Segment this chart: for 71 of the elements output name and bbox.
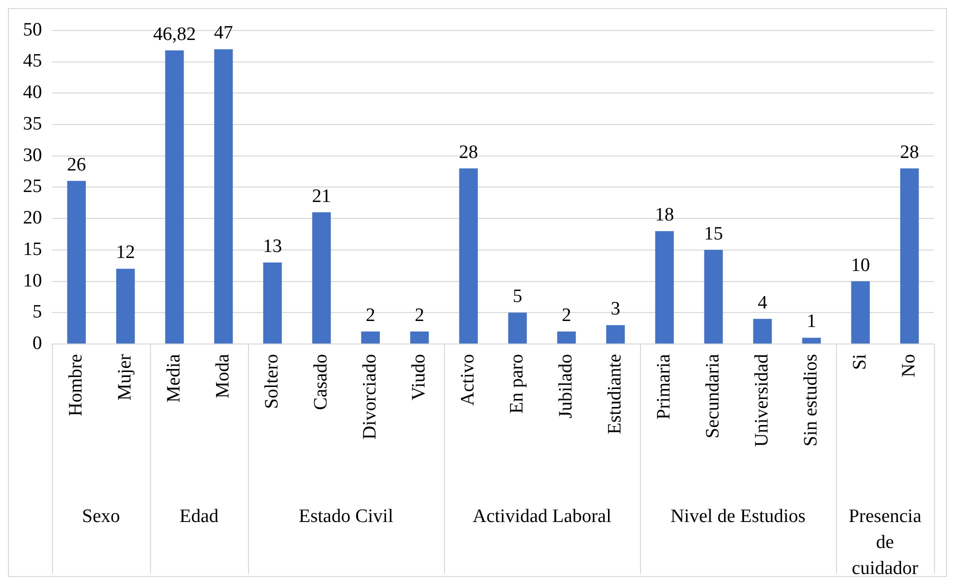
y-tick-label: 35: [23, 113, 42, 134]
text: Edad: [179, 506, 220, 527]
bar: [508, 312, 527, 344]
bar: [802, 338, 821, 344]
bar: [361, 331, 380, 344]
bar: [214, 49, 233, 344]
x-tick-label: Secundaria: [702, 353, 724, 438]
bar: [704, 250, 723, 344]
data-label: 2: [414, 304, 424, 326]
y-tick-label: 30: [23, 144, 42, 166]
y-tick-label: 20: [23, 208, 42, 229]
y-tick-label: 40: [23, 82, 42, 104]
bar: [263, 262, 282, 344]
bar: [900, 168, 919, 344]
text: Presencia de cuidador: [848, 506, 922, 579]
bar: [851, 281, 870, 344]
x-tick-label: En paro: [506, 354, 528, 414]
x-tick-label: Primaria: [653, 353, 674, 420]
y-tick-label: 25: [23, 176, 42, 198]
text: Actividad Laboral: [472, 506, 612, 527]
data-label: 4: [758, 292, 768, 314]
x-tick-label: Activo: [457, 354, 478, 406]
x-tick-label: Hombre: [65, 354, 86, 416]
x-tick-label: Jubilado: [555, 354, 576, 418]
x-tick-label: Moda: [212, 353, 234, 398]
data-label: 5: [512, 286, 522, 308]
x-tick-label: Divorciado: [359, 354, 380, 440]
y-tick-label: 50: [23, 19, 42, 40]
y-tick-label: 5: [32, 302, 42, 323]
x-tick-label: Estudiante: [604, 354, 626, 434]
data-label: 28: [900, 142, 919, 163]
bar: [459, 168, 478, 344]
data-label: 3: [610, 298, 620, 320]
data-label: 12: [116, 242, 135, 264]
y-tick-label: 10: [23, 270, 42, 292]
data-label: 10: [851, 254, 870, 276]
data-label: 2: [366, 304, 376, 326]
bar: [312, 212, 331, 344]
data-label: 2: [562, 304, 572, 326]
x-tick-label: Soltero: [261, 354, 282, 409]
data-label: 28: [459, 142, 478, 163]
bar: [67, 180, 86, 344]
bar: [753, 318, 772, 344]
bar: [116, 268, 135, 344]
data-label: 1: [806, 311, 816, 332]
bar: [606, 325, 625, 344]
data-label: 26: [67, 154, 86, 176]
x-tick-label: Sin estudios: [800, 354, 822, 446]
data-label: 21: [312, 186, 331, 207]
x-tick-label: Casado: [310, 354, 332, 410]
text: Nivel de Estudios: [670, 506, 806, 527]
data-label: 18: [655, 204, 674, 226]
x-tick-label: Mujer: [114, 353, 136, 400]
bar: [655, 231, 674, 344]
text: Sexo: [82, 506, 120, 527]
data-label: 13: [263, 236, 282, 257]
data-label: 46,82: [153, 24, 196, 45]
y-tick-label: 0: [32, 332, 42, 354]
x-tick-label: Media: [163, 353, 184, 403]
y-tick-label: 15: [23, 238, 42, 260]
x-tick-label: Universidad: [751, 354, 772, 447]
data-label: 47: [214, 22, 233, 44]
x-tick-label: Si: [849, 354, 870, 370]
x-tick-label: Viudo: [408, 354, 430, 400]
x-tick-label: No: [898, 354, 920, 378]
bar: [557, 331, 576, 344]
bar: [410, 331, 429, 344]
text: Estado Civil: [298, 506, 394, 527]
bar: [165, 50, 184, 344]
y-tick-label: 45: [23, 50, 42, 72]
data-label: 15: [704, 223, 723, 244]
